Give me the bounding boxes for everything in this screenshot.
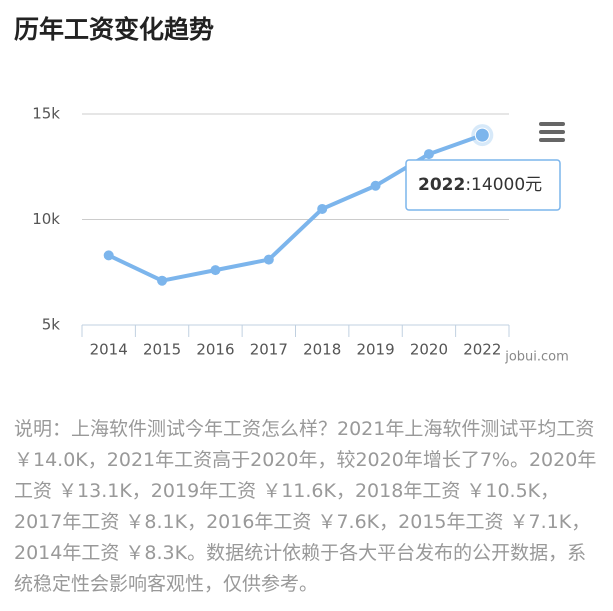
- tooltip-value: :14000元: [465, 175, 542, 195]
- point: [474, 127, 490, 143]
- x-tick-label: 2016: [196, 341, 234, 359]
- point: [210, 265, 221, 276]
- point: [103, 250, 114, 261]
- x-tick-label: 2018: [303, 341, 341, 359]
- point: [263, 254, 274, 265]
- x-tick-label: 2017: [250, 341, 288, 359]
- x-tick-label: 2015: [143, 341, 181, 359]
- point: [370, 180, 381, 191]
- chart: jobui.com 5k 10k 15k 2014 2015 2016 2017 2018 20…: [32, 105, 569, 365]
- tooltip-text: 2022:14000元: [418, 175, 542, 195]
- y-tick-label: 15k: [32, 105, 60, 123]
- point: [157, 275, 168, 286]
- tooltip-box: [405, 159, 561, 211]
- point: [423, 149, 434, 160]
- watermark: jobui.com: [504, 350, 569, 365]
- y-tick-label: 5k: [42, 316, 61, 334]
- x-tick-label: 2020: [410, 341, 448, 359]
- x-tick-label: 2022: [463, 341, 501, 359]
- tooltip-title: 2022: [418, 175, 465, 195]
- description: 说明：上海软件测试今年工资怎么样？2021年上海软件测试平均工资 ￥14.0K，…: [14, 418, 597, 595]
- chart-title: 历年工资变化趋势: [14, 15, 215, 44]
- y-tick-label: 10k: [32, 210, 60, 228]
- x-tick-label: 2014: [90, 341, 128, 359]
- x-tick-label: 2019: [356, 341, 394, 359]
- menu-icon[interactable]: [539, 122, 565, 142]
- tooltip: 2022:14000元: [405, 159, 561, 211]
- point: [317, 203, 328, 214]
